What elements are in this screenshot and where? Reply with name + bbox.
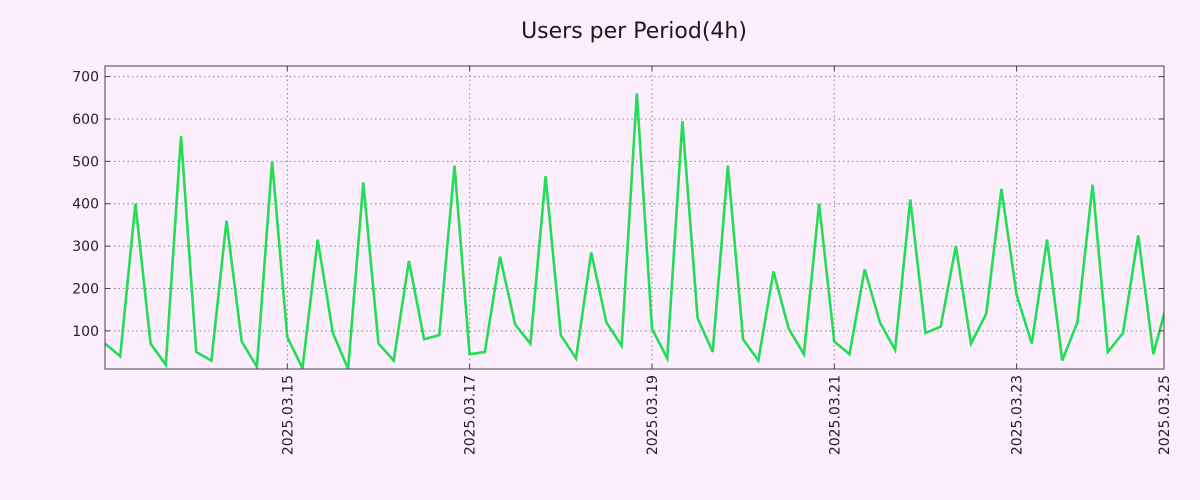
- chart-title: Users per Period(4h): [521, 19, 747, 44]
- x-tick-label: 2025.03.17: [463, 375, 479, 455]
- y-tick-label: 700: [72, 70, 99, 86]
- x-tick-label: 2025.03.19: [645, 375, 661, 455]
- y-tick-label: 500: [72, 154, 99, 170]
- y-tick-label: 400: [72, 197, 99, 213]
- x-tick-label: 2025.03.15: [280, 375, 296, 455]
- x-axis: 2025.03.15 2025.03.17 2025.03.19 2025.03.21…: [280, 66, 1173, 455]
- y-tick-label: 600: [72, 112, 99, 128]
- y-tick-label: 200: [72, 281, 99, 297]
- y-tick-label: 300: [72, 239, 99, 255]
- x-tick-label: 2025.03.21: [827, 375, 843, 455]
- series-layer: [105, 93, 1164, 369]
- y-tick-label: 100: [72, 324, 99, 340]
- plot-frame: [104, 65, 1165, 370]
- grid-lines: [105, 66, 1165, 369]
- y-axis: 100 200 300 400 500 600 700: [72, 70, 1164, 340]
- series-line-0: [105, 93, 1164, 369]
- x-tick-label: 2025.03.23: [1010, 375, 1026, 455]
- x-tick-label: 2025.03.25: [1157, 375, 1173, 455]
